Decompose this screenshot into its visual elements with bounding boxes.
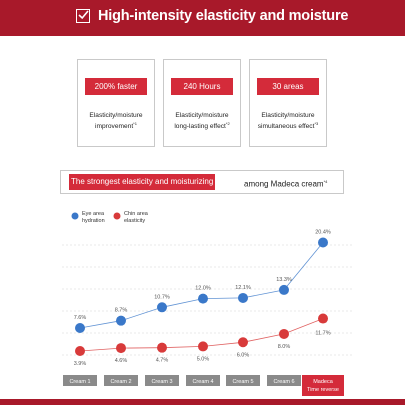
- data-point-chin: [238, 337, 248, 348]
- data-point-chin: [75, 346, 85, 356]
- data-point-eye: [318, 237, 328, 248]
- x-tick-box: [302, 375, 344, 396]
- x-tick-label: Cream 2: [110, 379, 131, 385]
- data-point-chin: [318, 313, 328, 324]
- x-tick-box: [63, 375, 97, 386]
- data-label-chin: 4.6%: [115, 358, 128, 364]
- stat-value: 30 areas: [257, 78, 319, 95]
- footer-bar: [0, 399, 405, 405]
- data-point-chin: [279, 328, 289, 339]
- data-label-eye: 13.3%: [276, 277, 292, 283]
- comparison-heading-rest: among Madeca cream*4: [244, 179, 328, 189]
- x-tick-label: Cream 5: [232, 379, 253, 385]
- x-tick-box: [186, 375, 220, 386]
- legend-label-chin: elasticity: [124, 218, 145, 224]
- data-point-chin: [157, 342, 167, 353]
- x-tick-label: Cream 1: [69, 379, 90, 385]
- data-label-chin: 8.0%: [278, 344, 291, 350]
- x-tick-label: Cream 4: [192, 379, 213, 385]
- comparison-heading-highlight: The strongest elasticity and moisturizin…: [69, 174, 216, 190]
- data-label-chin: 3.9%: [74, 361, 87, 367]
- stat-value: 200% faster: [85, 78, 147, 95]
- data-point-eye: [157, 302, 167, 313]
- legend-label-eye: Eye area: [82, 211, 105, 217]
- data-point-eye: [279, 284, 289, 295]
- data-label-chin: 5.0%: [197, 356, 210, 362]
- stat-description: Elasticity/moisture simultaneous effect*…: [257, 112, 319, 131]
- x-tick-label: Cream 3: [151, 379, 172, 385]
- x-tick-label: Madeca: [313, 379, 334, 385]
- data-label-chin: 11.7%: [315, 331, 330, 337]
- data-point-chin: [116, 343, 126, 354]
- checkbox-check-icon: [76, 9, 90, 23]
- legend-marker-eye: [71, 212, 79, 220]
- data-point-eye: [75, 323, 85, 333]
- x-tick-box: [267, 375, 301, 386]
- data-label-eye: 12.0%: [195, 286, 211, 292]
- header-banner: High-intensity elasticity and moisture: [0, 0, 405, 36]
- x-tick-box: [104, 375, 138, 386]
- legend-label-eye: hydration: [82, 218, 105, 224]
- data-label-chin: 6.0%: [237, 352, 250, 358]
- legend-marker-chin: [113, 212, 121, 220]
- x-tick-box: [226, 375, 260, 386]
- data-point-eye: [198, 293, 208, 304]
- x-tick-label: Time reverse: [307, 387, 339, 393]
- x-tick-label: Cream 6: [273, 379, 294, 385]
- data-label-eye: 12.1%: [235, 285, 251, 291]
- stat-card-speed: 200% faster Elasticity/moisture improvem…: [77, 59, 155, 147]
- x-tick-box: [145, 375, 179, 386]
- data-point-eye: [238, 292, 248, 303]
- data-label-eye: 8.7%: [115, 308, 128, 314]
- data-point-eye: [116, 315, 126, 326]
- page-title: High-intensity elasticity and moisture: [98, 8, 349, 24]
- comparison-heading: The strongest elasticity and moisturizin…: [60, 170, 344, 194]
- data-label-eye: 20.4%: [315, 229, 331, 235]
- stat-value: 240 Hours: [171, 78, 233, 95]
- stat-card-duration: 240 Hours Elasticity/moisture long-lasti…: [163, 59, 241, 147]
- data-point-chin: [198, 341, 208, 352]
- stat-card-areas: 30 areas Elasticity/moisture simultaneou…: [249, 59, 327, 147]
- legend-label-chin: Chin area: [124, 211, 149, 217]
- data-label-chin: 4.7%: [156, 358, 169, 364]
- stat-description: Elasticity/moisture long-lasting effect*…: [174, 112, 230, 131]
- data-label-eye: 7.6%: [74, 315, 87, 321]
- stat-description: Elasticity/moisture improvement*1: [89, 112, 143, 131]
- data-label-eye: 10.7%: [154, 294, 170, 300]
